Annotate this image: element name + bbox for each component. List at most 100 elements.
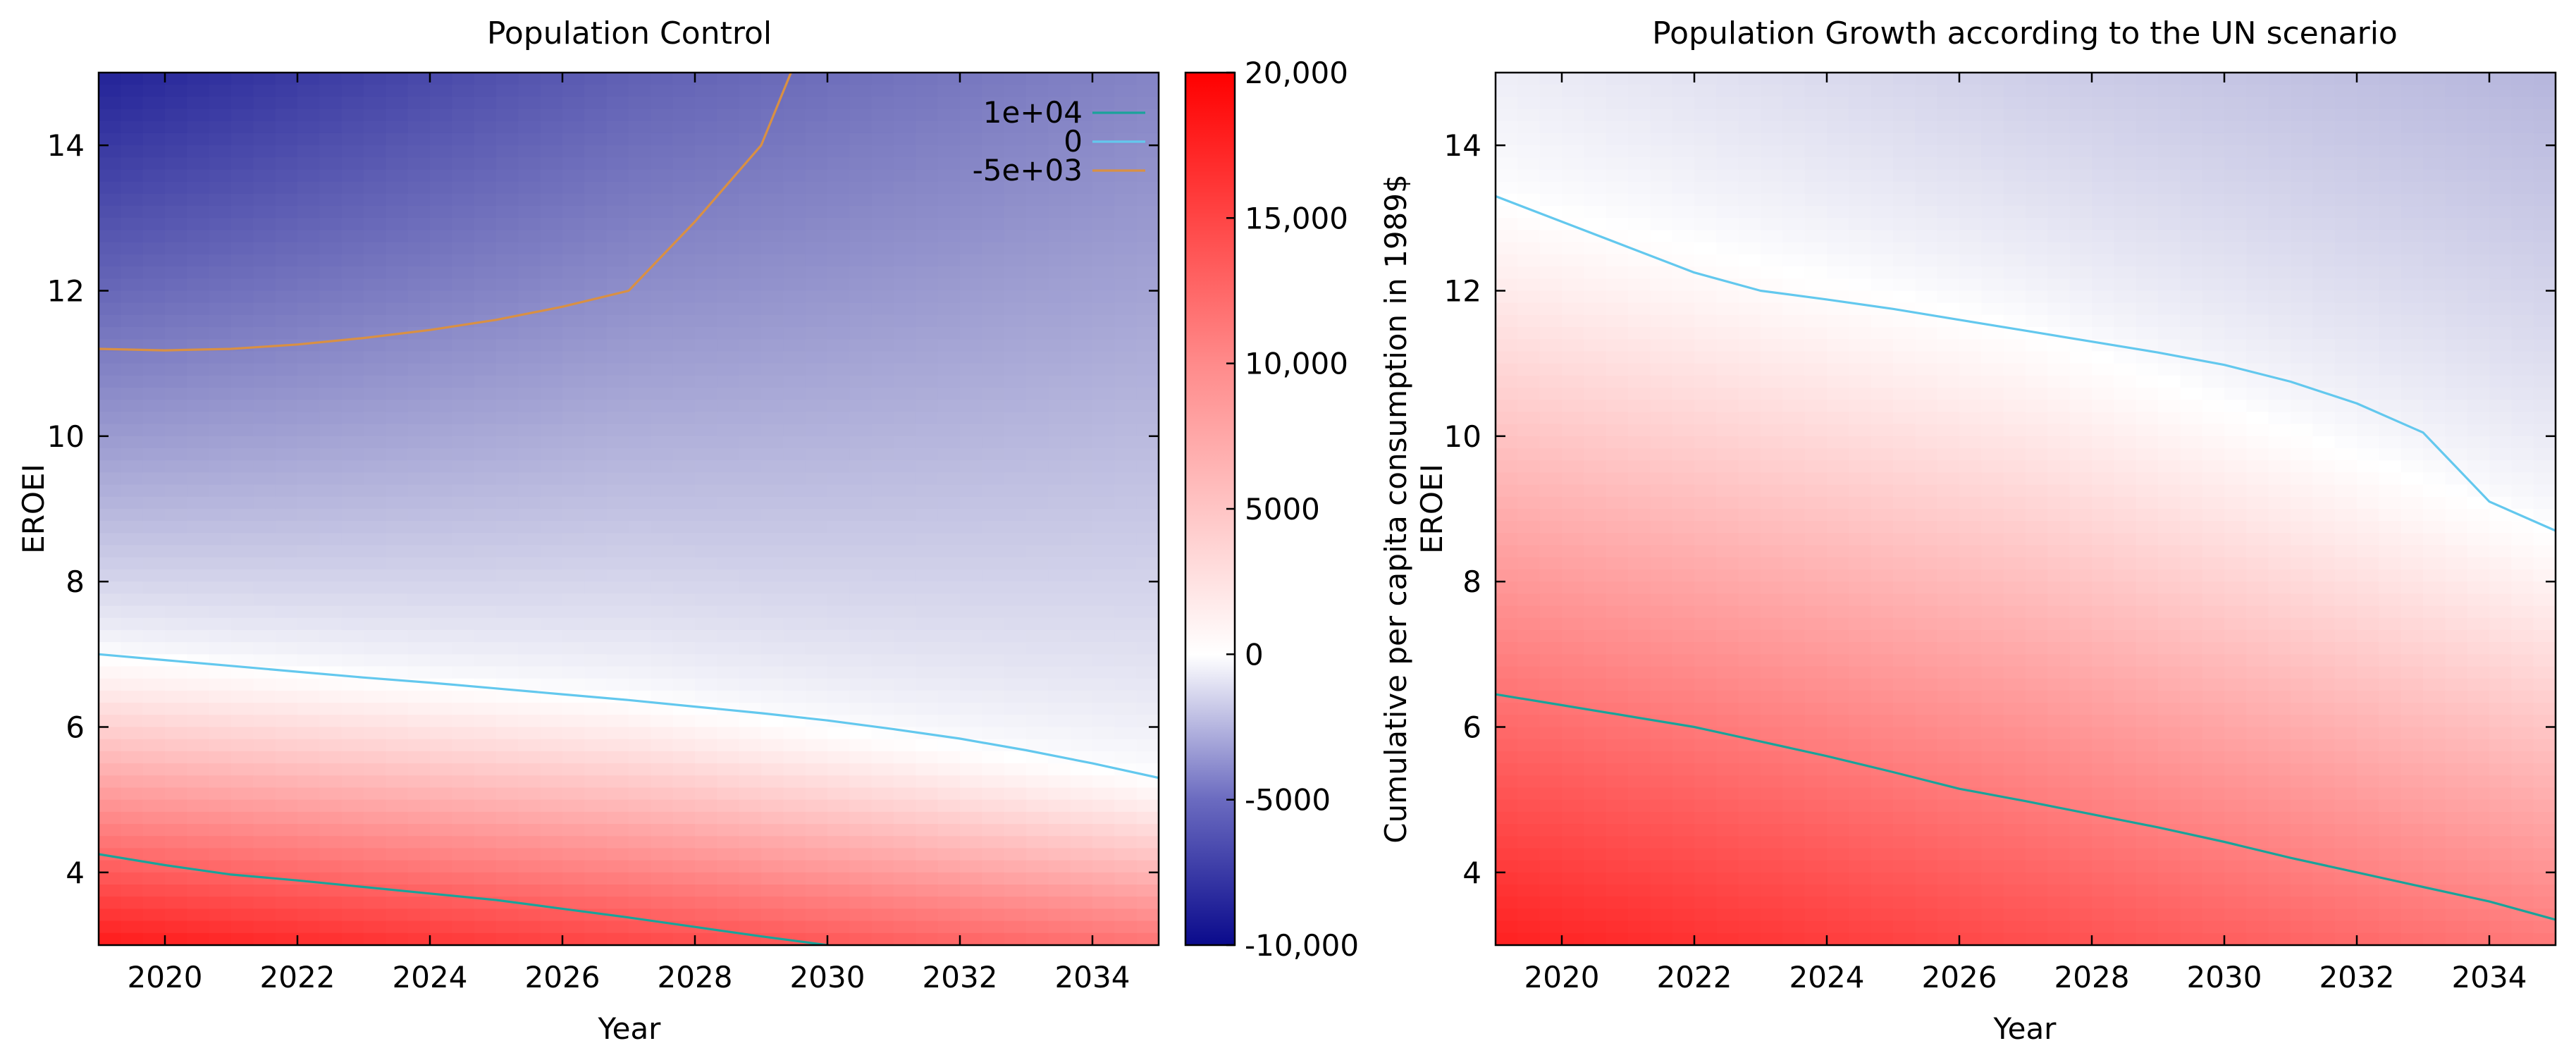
heatmap-cell (849, 85, 873, 98)
heatmap-cell (1937, 254, 1960, 267)
heatmap-cell (142, 157, 166, 171)
heatmap-cell (1804, 132, 1828, 146)
heatmap-cell (319, 314, 343, 328)
heatmap-cell (407, 642, 431, 655)
heatmap-cell (1738, 424, 1761, 437)
heatmap-cell (253, 424, 276, 437)
heatmap-cell (1092, 218, 1116, 231)
heatmap-cell (1782, 73, 1806, 85)
heatmap-cell (805, 206, 828, 219)
heatmap-cell (386, 593, 409, 607)
heatmap-cell (1716, 193, 1739, 207)
heatmap-cell (540, 872, 563, 885)
heatmap-cell (121, 363, 144, 376)
heatmap-cell (319, 157, 343, 171)
y-tick-label: 14 (47, 128, 85, 163)
heatmap-cell (99, 424, 122, 437)
heatmap-cell (1114, 629, 1138, 643)
heatmap-cell (474, 533, 497, 546)
heatmap-cell (99, 715, 122, 728)
heatmap-cell (1136, 629, 1159, 643)
heatmap-cell (1628, 218, 1651, 231)
heatmap-cell (1048, 290, 1071, 304)
heatmap-cell (121, 703, 144, 716)
heatmap-cell (319, 327, 343, 340)
heatmap-cell (1026, 388, 1049, 401)
heatmap-cell (739, 412, 762, 425)
heatmap-cell (916, 751, 939, 764)
heatmap-cell (651, 132, 674, 146)
heatmap-cell (695, 739, 718, 752)
heatmap-cell (937, 811, 961, 825)
heatmap-cell (209, 278, 232, 292)
heatmap-cell (1136, 581, 1159, 595)
heatmap-cell (1562, 860, 1585, 873)
heatmap-cell (1650, 121, 1673, 134)
heatmap-cell (209, 290, 232, 304)
heatmap-cell (253, 605, 276, 619)
heatmap-cell (1606, 302, 1629, 316)
heatmap-cell (253, 314, 276, 328)
heatmap-cell (1694, 521, 1718, 534)
plot-frame-population-control (97, 71, 1160, 947)
heatmap-cell (364, 388, 387, 401)
heatmap-cell (960, 302, 983, 316)
heatmap-cell (1738, 727, 1761, 740)
heatmap-cell (275, 266, 298, 280)
heatmap-cell (142, 496, 166, 510)
heatmap-cell (1092, 593, 1116, 607)
heatmap-cell (275, 375, 298, 388)
heatmap-cell (562, 727, 586, 740)
heatmap-cell (1026, 472, 1049, 486)
heatmap-cell (1092, 339, 1116, 352)
heatmap-cell (1517, 327, 1541, 340)
heatmap-cell (1893, 424, 1916, 437)
heatmap-cell (209, 629, 232, 643)
heatmap-cell (1782, 412, 1806, 425)
heatmap-cell (496, 230, 519, 243)
heatmap-cell (849, 569, 873, 582)
heatmap-cell (1136, 339, 1159, 352)
heatmap-cell (1070, 424, 1093, 437)
heatmap-cell (1584, 557, 1607, 570)
heatmap-cell (982, 666, 1005, 679)
heatmap-cell (209, 193, 232, 207)
heatmap-cell (1937, 278, 1960, 292)
heatmap-cell (1562, 121, 1585, 134)
heatmap-cell (1672, 424, 1695, 437)
heatmap-cell (651, 545, 674, 558)
heatmap-cell (960, 860, 983, 873)
heatmap-cell (496, 327, 519, 340)
heatmap-cell (1562, 932, 1585, 946)
heatmap-cell (562, 666, 586, 679)
heatmap-cell (1893, 460, 1916, 474)
heatmap-cell (1628, 896, 1651, 910)
heatmap-cell (894, 193, 917, 207)
heatmap-cell (1136, 920, 1159, 934)
heatmap-cell (364, 314, 387, 328)
heatmap-cell (651, 593, 674, 607)
heatmap-cell (672, 375, 696, 388)
heatmap-cell (629, 400, 652, 413)
heatmap-cell (960, 230, 983, 243)
heatmap-cell (584, 642, 608, 655)
heatmap-cell (1827, 787, 1850, 801)
heatmap-cell (695, 593, 718, 607)
heatmap-cell (1915, 533, 1938, 546)
heatmap-cell (496, 472, 519, 486)
heatmap-cell (805, 266, 828, 280)
heatmap-cell (562, 424, 586, 437)
heatmap-cell (275, 351, 298, 364)
heatmap-cell (695, 799, 718, 813)
heatmap-cell (1070, 132, 1093, 146)
heatmap-cell (1871, 193, 1894, 207)
heatmap-cell (518, 97, 541, 110)
heatmap-cell (1672, 763, 1695, 777)
heatmap-cell (960, 557, 983, 570)
heatmap-cell (1804, 617, 1828, 631)
heatmap-cell (1804, 799, 1828, 813)
heatmap-cell (805, 811, 828, 825)
heatmap-cell (717, 678, 740, 691)
heatmap-cell (1114, 860, 1138, 873)
heatmap-cell (1871, 254, 1894, 267)
